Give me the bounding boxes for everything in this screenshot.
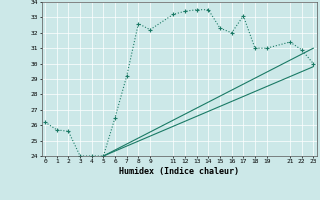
- X-axis label: Humidex (Indice chaleur): Humidex (Indice chaleur): [119, 167, 239, 176]
